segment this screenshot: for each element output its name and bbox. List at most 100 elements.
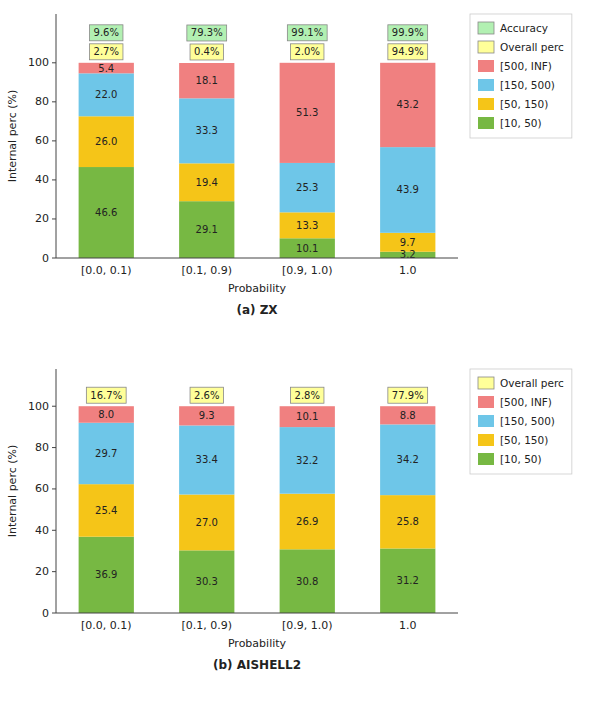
data-label: 9.7: [400, 237, 416, 248]
y-tick: [52, 530, 56, 531]
bar-segment: [380, 548, 435, 613]
x-tick-label: [0.1, 0.9): [181, 264, 232, 277]
legend-swatch: [478, 79, 494, 91]
y-tick-label: 100: [28, 56, 49, 69]
x-axis-line: [56, 613, 458, 614]
legend-swatch: [478, 377, 494, 389]
legend-swatch: [478, 434, 494, 446]
y-tick: [52, 218, 56, 219]
annotation-box: [190, 387, 223, 403]
data-label: 33.4: [196, 454, 218, 465]
legend-label: [10, 50): [500, 453, 542, 465]
data-label: 19.4: [196, 177, 218, 188]
bar-segment: [280, 63, 335, 163]
bars: [79, 63, 436, 258]
bar-segment: [380, 63, 435, 147]
annotation-label: 2.8%: [295, 390, 320, 401]
bar-segment: [380, 424, 435, 495]
annotation-box: [388, 25, 428, 41]
legend-swatch: [478, 415, 494, 427]
data-label: 26.9: [296, 516, 318, 527]
bar-segment: [79, 63, 134, 74]
x-tick-label: [0.9, 1.0): [282, 264, 333, 277]
bar-segment: [79, 167, 134, 258]
legend-frame: [470, 14, 572, 138]
legend-swatch: [478, 98, 494, 110]
annotation-label: 9.6%: [94, 27, 119, 38]
legend: Overall perc [500, INF) [150, 500) [50, 150…: [470, 369, 572, 474]
annotation-label: 94.9%: [392, 46, 424, 57]
bar-segment: [79, 406, 134, 423]
y-tick-label: 100: [28, 400, 49, 413]
annotation-label: 0.4%: [194, 46, 219, 57]
annotation-box: [287, 25, 327, 41]
y-tick: [52, 406, 56, 407]
legend-label: [500, INF): [500, 396, 552, 408]
x-tick-label: [0.9, 1.0): [282, 619, 333, 632]
y-tick-label: 20: [35, 565, 49, 578]
annotation-box: [291, 387, 324, 403]
subtitle: (a) ZX: [236, 303, 278, 317]
figure: 46.626.022.05.429.119.433.318.110.113.32…: [0, 0, 592, 710]
data-label: 18.1: [196, 75, 218, 86]
bar-segment: [179, 495, 234, 551]
annotation-label: 99.1%: [291, 27, 323, 38]
y-tick-label: 60: [35, 134, 49, 147]
annotations: 2.7%9.6%0.4%79.3%2.0%99.1%94.9%99.9%: [90, 25, 428, 60]
data-label: 33.3: [196, 125, 218, 136]
y-tick: [52, 488, 56, 489]
x-axis-label: Probability: [228, 282, 287, 295]
y-tick: [52, 258, 56, 259]
legend-label: [150, 500): [500, 79, 555, 91]
bar-segment: [79, 73, 134, 116]
x-axis-line: [56, 258, 458, 259]
annotation-label: 2.0%: [295, 46, 320, 57]
data-label: 25.4: [95, 505, 117, 516]
legend-label: Overall perc: [500, 377, 564, 389]
legend-frame: [470, 369, 572, 474]
legend-label: [500, INF): [500, 60, 552, 72]
annotation-box: [90, 44, 123, 60]
data-label: 30.8: [296, 576, 318, 587]
annotation-box: [86, 387, 126, 403]
bar-segment: [79, 116, 134, 167]
data-label: 3.2: [400, 249, 416, 260]
legend: AccuracyOverall perc[500, INF)[150, 500)…: [470, 14, 572, 138]
y-tick-label: 40: [35, 173, 49, 186]
data-label: 29.7: [95, 448, 117, 459]
data-label: 36.9: [95, 569, 117, 580]
bars: [79, 406, 436, 613]
bar-segment: [280, 212, 335, 238]
y-tick-label: 40: [35, 524, 49, 537]
data-label: 8.8: [400, 410, 416, 421]
y-tick-label: 20: [35, 212, 49, 225]
x-tick-label: 1.0: [399, 264, 417, 277]
y-tick-label: 0: [42, 607, 49, 620]
annotations: 16.7%2.6%2.8%77.9%: [86, 387, 427, 403]
y-tick: [52, 571, 56, 572]
bar-segment: [79, 423, 134, 484]
legend-label: Overall perc: [500, 41, 564, 53]
annotation-box: [187, 25, 227, 41]
subtitle: (b) AISHELL2: [213, 658, 301, 672]
y-tick: [52, 140, 56, 141]
data-label: 26.0: [95, 136, 117, 147]
data-label: 8.0: [98, 409, 114, 420]
data-label: 30.3: [196, 576, 218, 587]
annotation-box: [388, 387, 428, 403]
data-labels: 36.925.429.78.030.327.033.49.330.826.932…: [95, 409, 419, 587]
legend-label: [50, 150): [500, 434, 548, 446]
data-label: 51.3: [296, 107, 318, 118]
x-tick-label: [0.0, 0.1): [81, 619, 132, 632]
legend-label: [10, 50): [500, 117, 542, 129]
y-tick: [52, 179, 56, 180]
bar-segment: [179, 163, 234, 201]
data-label: 10.1: [296, 243, 318, 254]
legend-swatch: [478, 41, 494, 53]
y-tick-label: 60: [35, 482, 49, 495]
data-label: 29.1: [196, 224, 218, 235]
y-tick-label: 80: [35, 441, 49, 454]
x-tick-label: [0.0, 0.1): [81, 264, 132, 277]
bar-segment: [280, 549, 335, 613]
legend-label: [150, 500): [500, 415, 555, 427]
